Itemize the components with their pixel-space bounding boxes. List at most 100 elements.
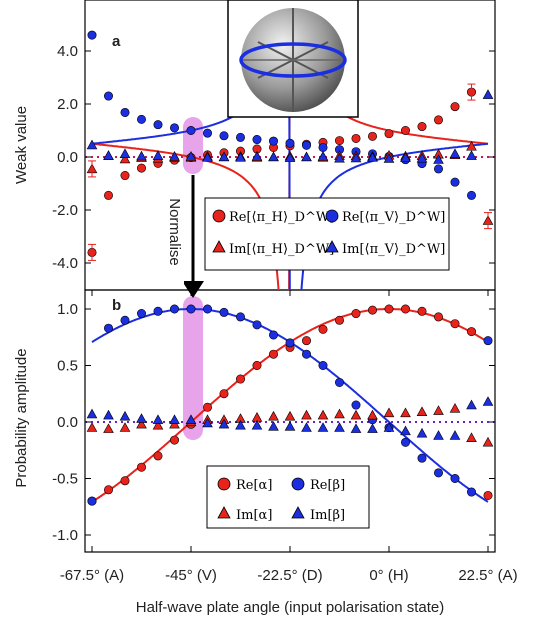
data-point-b-0-11 <box>268 349 278 359</box>
data-point-b-1-0 <box>87 496 97 506</box>
data-triangle-b-3-13 <box>301 422 312 432</box>
data-point-a-0-16 <box>351 133 361 143</box>
legend-b-im-b: Im[β] <box>310 508 345 523</box>
data-triangle-b-3-4 <box>152 414 164 424</box>
data-point-a-0-20 <box>417 122 427 132</box>
data-point-a-1-3 <box>137 114 147 124</box>
data-triangle-b-2-14 <box>317 409 329 420</box>
legend-b-re-a: Re[α] <box>236 478 272 493</box>
data-point-b-0-15 <box>334 315 344 325</box>
data-triangle-a-3-15 <box>334 152 345 163</box>
data-triangle-a-2-2 <box>119 153 131 164</box>
data-triangle-b-2-16 <box>350 409 362 420</box>
data-triangle-a-2-23 <box>466 140 477 151</box>
y-tick-label-a-4: -4.0 <box>52 255 78 272</box>
data-point-b-1-15 <box>334 377 344 387</box>
data-point-b-1-19 <box>400 437 410 447</box>
y-axis-label-b: Probability amplitude <box>13 348 30 487</box>
data-triangle-b-2-24 <box>482 436 494 447</box>
data-point-a-0-3 <box>137 163 147 173</box>
data-triangle-b-3-20 <box>416 427 428 438</box>
data-triangle-b-3-18 <box>383 422 395 432</box>
y-tick-label-a-3: -2.0 <box>52 202 78 219</box>
data-triangle-a-3-5 <box>169 151 180 161</box>
y-tick-label-b-2: 0.0 <box>57 414 78 431</box>
data-triangle-b-3-11 <box>268 421 279 431</box>
x-tick-label-0: -67.5° (A) <box>60 567 124 584</box>
data-point-b-0-3 <box>137 462 147 472</box>
data-point-b-0-21 <box>433 312 443 322</box>
data-point-b-1-2 <box>120 315 130 325</box>
data-triangle-b-3-6 <box>185 414 197 424</box>
data-triangle-b-3-14 <box>317 422 329 432</box>
legend-a-im-h-marker <box>212 240 226 253</box>
data-point-b-1-5 <box>170 304 180 314</box>
data-triangle-b-3-9 <box>235 419 246 430</box>
data-triangle-b-2-4 <box>152 419 164 430</box>
y-tick-label-b-0: 1.0 <box>57 301 78 318</box>
y-tick-label-a-2: 0.0 <box>57 149 78 166</box>
legend-a-re-v-marker <box>325 209 339 223</box>
x-axis-label: Half-wave plate angle (input polarisatio… <box>136 599 445 616</box>
data-triangle-b-2-18 <box>383 407 395 418</box>
data-triangle-b-3-2 <box>119 410 131 421</box>
data-point-a-1-8 <box>219 131 229 141</box>
data-triangle-b-3-5 <box>169 414 180 424</box>
y-tick-label-a-1: 2.0 <box>57 96 78 113</box>
data-triangle-a-3-1 <box>103 150 114 160</box>
data-point-a-1-22 <box>450 177 460 187</box>
arrow-text: Normalise <box>166 198 183 266</box>
y-tick-label-b-4: -1.0 <box>52 527 78 544</box>
data-triangle-b-2-22 <box>449 403 461 413</box>
data-triangle-a-3-2 <box>119 148 131 158</box>
data-triangle-b-2-1 <box>103 423 114 433</box>
legend-a: Re[⟨π_H⟩_D^W] Re[⟨π_V⟩_D^W] Im[⟨π_H⟩_D^W… <box>204 197 450 271</box>
data-triangle-a-3-13 <box>301 151 312 162</box>
data-point-b-0-9 <box>236 374 246 384</box>
data-point-b-1-12 <box>285 338 295 348</box>
legend-b: Re[α] Re[β] Im[α] Im[β] <box>206 465 370 529</box>
x-ticks-b: -67.5° (A) -45° (V) -22.5° (D) 0° (H) 22.5° … <box>60 290 518 584</box>
data-triangle-a-3-18 <box>383 153 395 163</box>
data-point-a-0-1 <box>104 190 114 200</box>
data-point-a-0-21 <box>433 115 443 125</box>
legend-b-re-b-marker <box>291 477 305 491</box>
data-triangle-b-3-10 <box>251 419 263 430</box>
data-triangle-a-3-24 <box>482 89 494 99</box>
data-point-a-1-11 <box>268 136 278 146</box>
data-triangle-a-3-12 <box>284 152 296 162</box>
data-triangle-b-3-23 <box>466 399 477 410</box>
data-triangle-b-3-22 <box>449 430 461 440</box>
data-triangle-a-3-22 <box>449 148 461 158</box>
data-triangle-b-3-7 <box>202 417 213 428</box>
data-point-a-1-12 <box>285 138 295 148</box>
data-point-a-1-23 <box>466 190 476 200</box>
data-triangle-b-2-11 <box>268 410 279 421</box>
legend-a-im-v: Im[⟨π_V⟩_D^W] <box>342 242 445 257</box>
data-point-b-0-23 <box>466 327 476 337</box>
legend-a-re-v: Re[⟨π_V⟩_D^W] <box>342 210 445 225</box>
x-tick-label-4: 22.5° (A) <box>458 567 517 584</box>
data-point-b-0-1 <box>104 485 114 495</box>
data-triangle-b-2-23 <box>466 432 477 442</box>
legend-b-re-b: Re[β] <box>310 478 345 493</box>
data-triangle-a-3-3 <box>136 150 147 161</box>
data-point-b-1-3 <box>137 309 147 319</box>
data-triangle-a-3-10 <box>251 151 263 161</box>
data-point-b-1-7 <box>203 304 213 314</box>
data-point-b-1-21 <box>433 468 443 478</box>
data-point-b-0-18 <box>384 304 394 314</box>
data-point-b-1-22 <box>450 473 460 483</box>
data-point-b-1-20 <box>417 453 427 463</box>
data-point-a-1-2 <box>120 107 130 117</box>
legend-b-im-a-marker <box>217 506 231 519</box>
data-point-b-1-6 <box>186 304 196 314</box>
data-triangle-b-3-17 <box>367 423 378 433</box>
x-tick-label-1: -45° (V) <box>165 567 217 584</box>
data-triangle-b-3-21 <box>433 430 444 440</box>
data-point-b-0-2 <box>120 476 130 486</box>
data-point-b-0-19 <box>400 304 410 314</box>
legend-a-re-h: Re[⟨π_H⟩_D^W] <box>229 210 334 225</box>
data-point-a-0-15 <box>334 136 344 146</box>
legend-b-re-a-marker <box>217 477 231 491</box>
